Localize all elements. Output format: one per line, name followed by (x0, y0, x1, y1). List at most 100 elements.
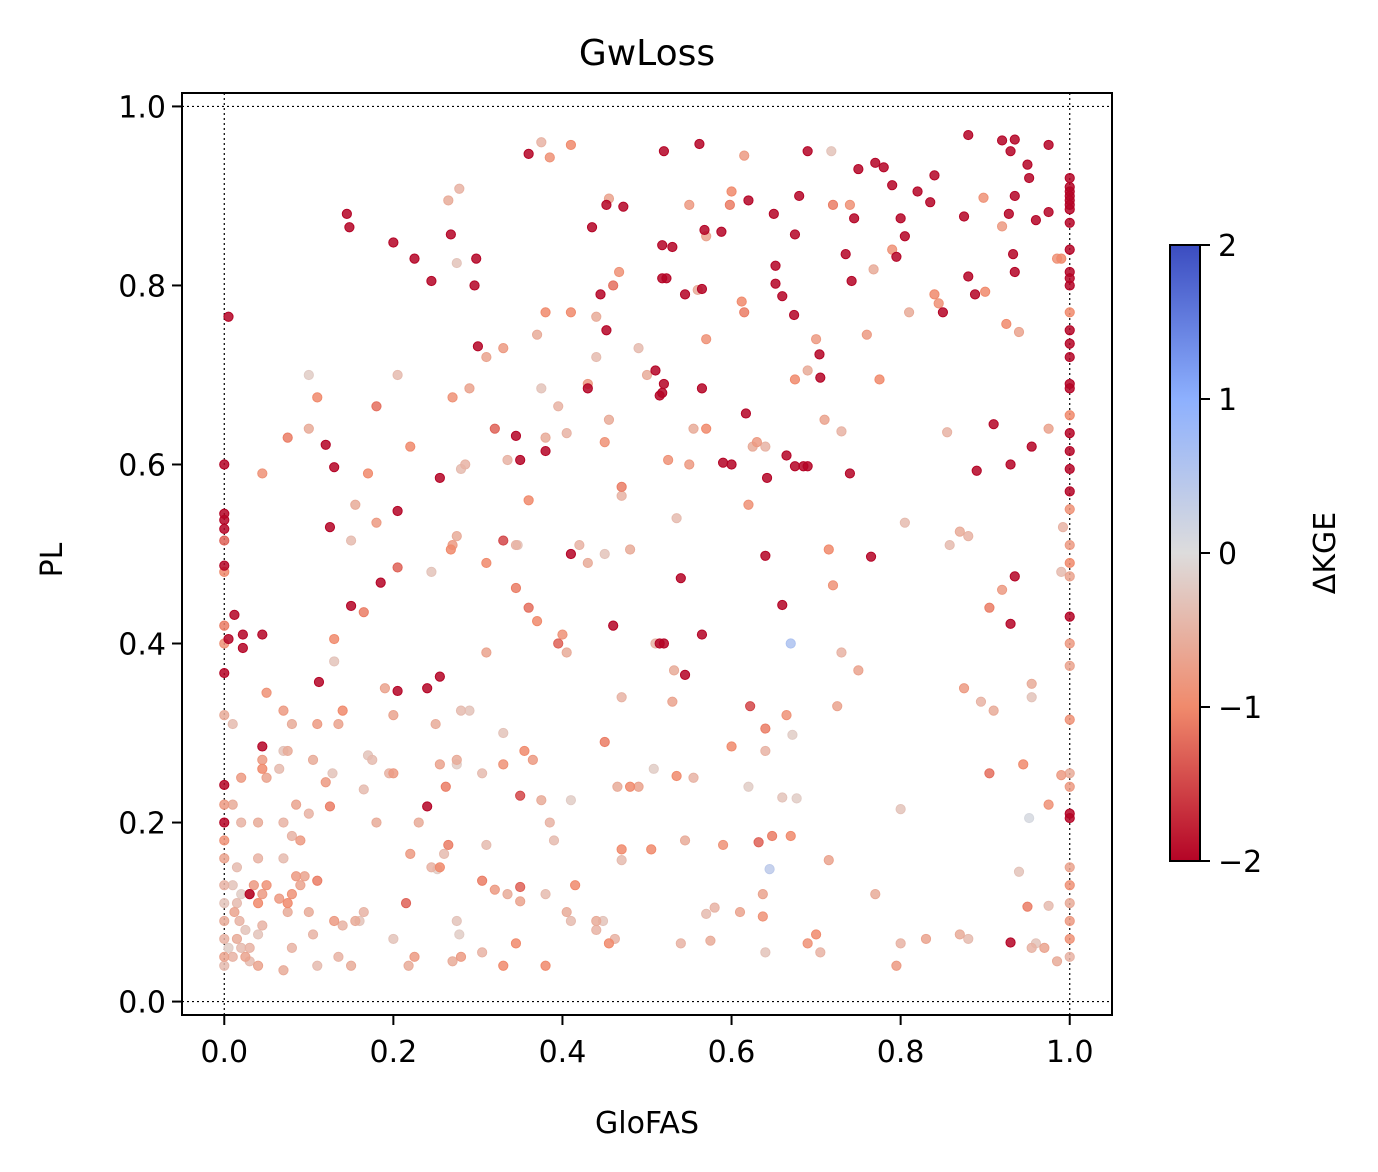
scatter-point (734, 906, 746, 918)
scatter-point (608, 620, 619, 631)
scatter-point (789, 461, 801, 472)
scatter-point (865, 551, 877, 562)
scatter-point (679, 289, 691, 300)
scatter-point (767, 830, 778, 842)
scatter-point (582, 557, 593, 569)
scatter-point (760, 745, 771, 757)
scatter-point (257, 763, 268, 774)
scatter-point (671, 770, 682, 782)
scatter-point (760, 723, 771, 734)
scatter-point (616, 490, 627, 501)
scatter-point (582, 383, 593, 394)
scatter-point (1043, 206, 1054, 218)
scatter-point (599, 736, 610, 748)
scatter-point (777, 792, 788, 803)
scatter-point (646, 844, 657, 855)
scatter-point (878, 162, 889, 173)
scatter-point (753, 837, 764, 848)
scatter-point (716, 226, 727, 237)
scatter-point (781, 710, 792, 721)
scatter-point (937, 307, 949, 318)
scatter-point (219, 880, 230, 891)
scatter-point (761, 472, 773, 484)
scatter-point (1064, 880, 1075, 891)
scatter-point (240, 924, 251, 936)
scatter-point (794, 190, 805, 202)
scatter-point (231, 898, 243, 909)
scatter-point (1043, 799, 1054, 810)
scatter-point (515, 790, 526, 801)
scatter-point (481, 557, 492, 569)
scatter-point (451, 915, 462, 927)
scatter-point (553, 638, 564, 649)
scatter-point (565, 139, 577, 151)
scatter-point (815, 947, 826, 958)
scatter-point (849, 213, 860, 224)
scatter-point (561, 906, 572, 918)
scatter-point (810, 929, 822, 940)
scatter-point (980, 286, 991, 297)
scatter-point (1030, 215, 1042, 226)
scatter-point (252, 853, 264, 864)
scatter-point (409, 951, 420, 962)
scatter-point (434, 671, 445, 682)
scatter-point (751, 437, 763, 448)
scatter-point (891, 251, 902, 262)
scatter-point (337, 705, 348, 716)
scatter-point (942, 427, 953, 438)
scatter-point (371, 817, 382, 828)
scatter-point (701, 908, 712, 919)
scatter-point (740, 408, 752, 419)
scatter-point (641, 369, 653, 381)
scatter-point (667, 241, 678, 253)
scatter-point (743, 781, 754, 792)
plot-frame (181, 92, 1113, 1016)
colorbar (1169, 244, 1201, 862)
scatter-point (1064, 325, 1075, 336)
y-tick-label: 0.4 (118, 628, 166, 663)
scatter-point (743, 195, 754, 206)
scatter-point (557, 629, 568, 640)
scatter-point (895, 213, 906, 224)
scatter-point (675, 938, 686, 949)
x-tick-label: 0.8 (877, 1035, 925, 1070)
scatter-point (527, 754, 538, 765)
scatter-point (523, 148, 534, 159)
scatter-point (1064, 244, 1075, 255)
scatter-point (375, 577, 386, 588)
scatter-point (312, 960, 323, 971)
scatter-point (1013, 866, 1025, 877)
x-tick-label: 1.0 (1046, 1035, 1094, 1070)
scatter-point (895, 938, 906, 949)
scatter-point (1064, 383, 1075, 394)
scatter-point (887, 180, 898, 191)
scatter-point (324, 801, 336, 812)
scatter-point (278, 965, 289, 976)
scatter-point (663, 454, 674, 466)
scatter-point (1039, 942, 1050, 953)
scatter-point (329, 656, 340, 667)
scatter-point (1005, 937, 1016, 948)
scatter-point (1064, 638, 1075, 649)
scatter-point (696, 383, 708, 394)
scatter-point (757, 889, 768, 900)
scatter-point (874, 374, 885, 385)
scatter-point (510, 582, 522, 594)
scatter-point (477, 947, 488, 958)
scatter-point (601, 199, 612, 210)
scatter-point (286, 830, 298, 842)
scatter-point (984, 768, 995, 779)
scatter-point (392, 562, 403, 573)
scatter-point (333, 718, 344, 730)
scatter-point (519, 745, 530, 757)
scatter-point (219, 779, 230, 791)
scatter-point (443, 839, 454, 851)
scatter-point (291, 799, 302, 810)
scatter-point (451, 257, 462, 269)
scatter-point (1043, 900, 1054, 911)
scatter-point (954, 929, 965, 940)
scatter-point (471, 253, 482, 264)
scatter-point (861, 329, 872, 340)
scatter-point (785, 830, 796, 842)
scatter-point (1009, 266, 1020, 278)
